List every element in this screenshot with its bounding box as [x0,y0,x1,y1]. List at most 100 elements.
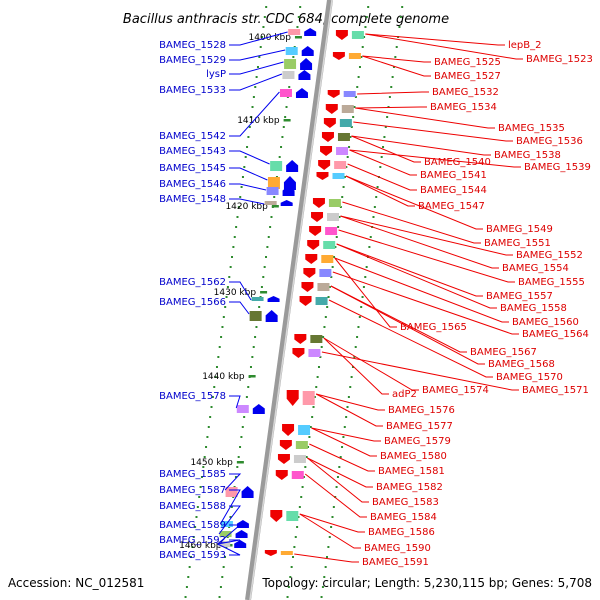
gene-label-right[interactable]: adP2 [392,389,417,400]
gene-box [348,53,361,59]
track-dot [229,266,232,268]
gene-label-right[interactable]: BAMEG_1568 [488,359,555,370]
gene-label-left[interactable]: BAMEG_1529 [159,55,226,66]
track-dot [290,566,293,568]
gene-label-right[interactable]: BAMEG_1525 [434,57,501,68]
gene-label-right[interactable]: BAMEG_1527 [434,71,501,82]
gene-label-right[interactable]: BAMEG_1558 [500,303,567,314]
gene-label-left[interactable]: BAMEG_1562 [159,277,226,288]
gene-label-right[interactable]: BAMEG_1555 [518,277,585,288]
track-dot [222,316,225,318]
track-dot [188,566,191,568]
gene-label-right[interactable]: BAMEG_1580 [380,451,447,462]
track-dot [324,316,327,318]
track-dot [399,16,402,18]
gene-features [218,28,364,556]
track-dot [365,266,368,268]
track-dot [398,26,401,28]
track-dot [284,116,287,118]
track-dot [337,226,340,228]
gene-label-left[interactable]: BAMEG_1542 [159,131,226,142]
gene-label-right[interactable]: BAMEG_1535 [498,123,565,134]
gene-label-left[interactable]: BAMEG_1592 [159,535,226,546]
gene-label-left[interactable]: BAMEG_1533 [159,85,226,96]
track-dot [206,436,209,438]
gene-label-left[interactable]: BAMEG_1548 [159,194,226,205]
track-dot [191,546,194,548]
gene-label-right[interactable]: BAMEG_1570 [496,372,563,383]
gene-label-left[interactable]: BAMEG_1566 [159,297,226,308]
scale-label: 1430 kbp [214,288,257,298]
gene-box [332,173,345,179]
gene-box [321,255,334,263]
gene-label-right[interactable]: BAMEG_1560 [512,317,579,328]
gene-label-right[interactable]: BAMEG_1577 [386,421,453,432]
gene-label-left[interactable]: BAMEG_1543 [159,146,226,157]
gene-label-right[interactable]: BAMEG_1567 [470,347,537,358]
gene-label-right[interactable]: BAMEG_1547 [418,201,485,212]
gene-label-right[interactable]: BAMEG_1564 [522,329,589,340]
gene-label-left[interactable]: lysP [206,69,226,80]
gene-label-right[interactable]: BAMEG_1552 [516,250,583,261]
gene-label-right[interactable]: BAMEG_1534 [430,102,497,113]
gene-label-right[interactable]: BAMEG_1544 [420,185,487,196]
gene-label-right[interactable]: BAMEG_1581 [378,466,445,477]
gene-label-right[interactable]: BAMEG_1565 [400,322,467,333]
gene-box [284,59,297,69]
gene-label-right[interactable]: BAMEG_1540 [424,157,491,168]
gene-label-right[interactable]: BAMEG_1549 [486,224,553,235]
gene-label-right[interactable]: BAMEG_1574 [422,385,489,396]
gene-label-right[interactable]: BAMEG_1554 [502,263,569,274]
gene-label-right[interactable]: BAMEG_1591 [362,557,429,568]
track-dot [327,296,330,298]
gene-label-left[interactable]: BAMEG_1578 [159,391,226,402]
gene-label-left[interactable]: BAMEG_1585 [159,469,226,480]
scale-label: 1420 kbp [225,202,268,212]
gene-label-right[interactable]: BAMEG_1539 [524,162,591,173]
scale-label: 1450 kbp [190,458,233,468]
track-dot [323,576,326,578]
reverse-gene-arrow [264,550,277,556]
gene-label-left[interactable]: BAMEG_1588 [159,501,226,512]
track-dot [185,586,188,588]
track-dot [241,426,244,428]
gene-label-right[interactable]: BAMEG_1586 [368,527,435,538]
gene-label-right[interactable]: BAMEG_1579 [384,436,451,447]
leader-line [340,215,513,256]
gene-label-left[interactable]: BAMEG_1593 [159,550,226,561]
leader-line [349,149,417,176]
leader-line [345,175,483,230]
gene-label-right[interactable]: lepB_2 [508,40,542,51]
gene-label-right[interactable]: BAMEG_1532 [432,87,499,98]
track-dot [230,506,233,508]
track-dot [341,446,344,448]
gene-label-left[interactable]: BAMEG_1546 [159,179,226,190]
gene-box [264,201,277,205]
gene-label-right[interactable]: BAMEG_1582 [376,482,443,493]
gene-label-right[interactable]: BAMEG_1551 [484,238,551,249]
gene-label-right[interactable]: BAMEG_1538 [494,150,561,161]
scale-label: 1460 kbp [179,541,222,551]
leader-line [336,243,497,309]
leader-line [229,61,284,75]
gene-label-right[interactable]: BAMEG_1523 [526,54,593,65]
gene-label-right[interactable]: BAMEG_1541 [420,170,487,181]
track-dot [384,126,387,128]
scale-label: 1440 kbp [202,372,245,382]
gene-label-left[interactable]: BAMEG_1587 [159,485,226,496]
gene-label-right[interactable]: BAMEG_1590 [364,543,431,554]
track-dot [243,166,246,168]
gene-label-left[interactable]: BAMEG_1528 [159,40,226,51]
gene-label-left[interactable]: BAMEG_1545 [159,163,226,174]
gene-label-right[interactable]: BAMEG_1571 [522,385,589,396]
gene-label-right[interactable]: BAMEG_1557 [486,291,553,302]
gene-label-right[interactable]: BAMEG_1536 [516,136,583,147]
track-dot [218,596,221,598]
gene-label-right[interactable]: BAMEG_1584 [370,512,437,523]
gene-label-left[interactable]: BAMEG_1589 [159,520,226,531]
leader-line [224,473,242,491]
track-dot [236,466,239,468]
gene-label-right[interactable]: BAMEG_1583 [372,497,439,508]
gene-label-right[interactable]: BAMEG_1576 [388,405,455,416]
track-dot [345,416,348,418]
